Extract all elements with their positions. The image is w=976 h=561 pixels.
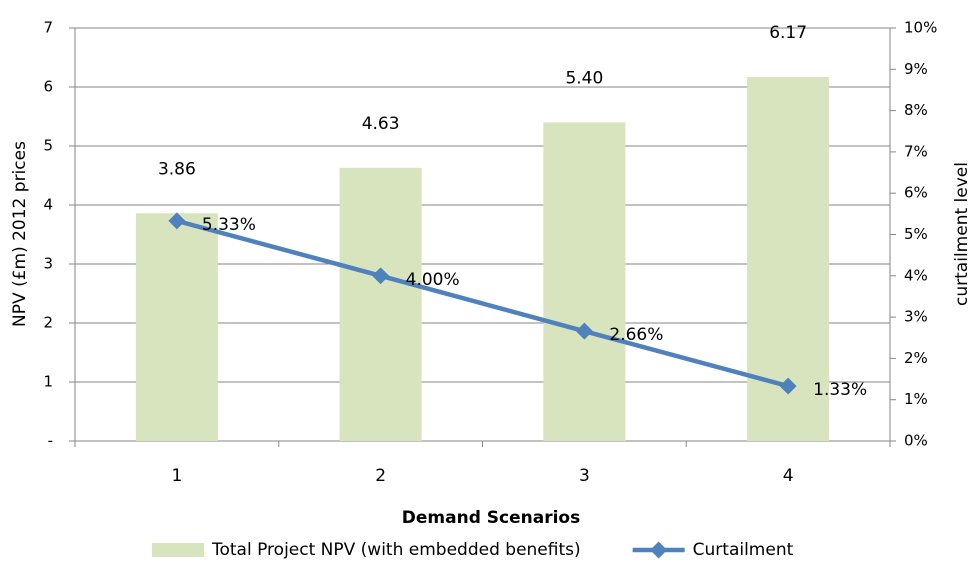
legend-label: Total Project NPV (with embedded benefit… [211,540,581,560]
y2-tick-label: 4% [904,266,928,284]
line-value-label: 2.66% [609,325,663,345]
y-tick-label: 6 [43,78,53,96]
y2-tick-label: 0% [904,432,928,450]
y-tick-label: 5 [43,137,53,155]
x-tick-label: 3 [579,466,590,486]
legend-swatch-marker [650,541,668,559]
y2-tick-label: 5% [904,225,928,243]
y-tick-label: 2 [43,314,53,332]
line-marker [168,212,186,230]
y-tick-label: 1 [43,373,53,391]
y2-tick-label: 6% [904,184,928,202]
line [176,218,789,389]
bar [135,213,218,441]
y-tick-label: - [48,432,53,450]
x-tick-label: 2 [375,466,386,486]
y-axis-label: NPV (£m) 2012 prices [10,141,30,327]
bar-value-label: 3.86 [158,159,196,179]
y-tick-label: 4 [43,196,53,214]
y2-tick-label: 1% [904,390,928,408]
line-marker [575,322,593,340]
line-marker [779,377,797,395]
y2-tick-label: 2% [904,349,928,367]
legend-label: Curtailment [693,540,794,560]
y2-tick-label: 7% [904,142,928,160]
y2-tick-label: 10% [904,19,937,37]
x-tick-label: 1 [171,466,182,486]
line-value-label: 5.33% [202,215,256,235]
x-axis-label: Demand Scenarios [402,508,580,528]
y-tick-label: 3 [43,255,53,273]
bar [339,167,422,441]
y2-tick-label: 3% [904,308,928,326]
bar-value-label: 5.40 [565,68,603,88]
y2-tick-label: 8% [904,101,928,119]
bar-value-label: 4.63 [362,114,400,134]
x-tick-label: 4 [783,466,794,486]
y-tick-label: 7 [43,19,53,37]
line-value-label: 4.00% [406,270,460,290]
bar [543,122,626,442]
y2-axis-label: curtailment level [952,162,972,306]
bar-value-label: 6.17 [769,23,807,43]
line-value-label: 1.33% [813,380,867,400]
legend-swatch [152,543,204,557]
line-marker [372,267,390,285]
y2-tick-label: 9% [904,60,928,78]
